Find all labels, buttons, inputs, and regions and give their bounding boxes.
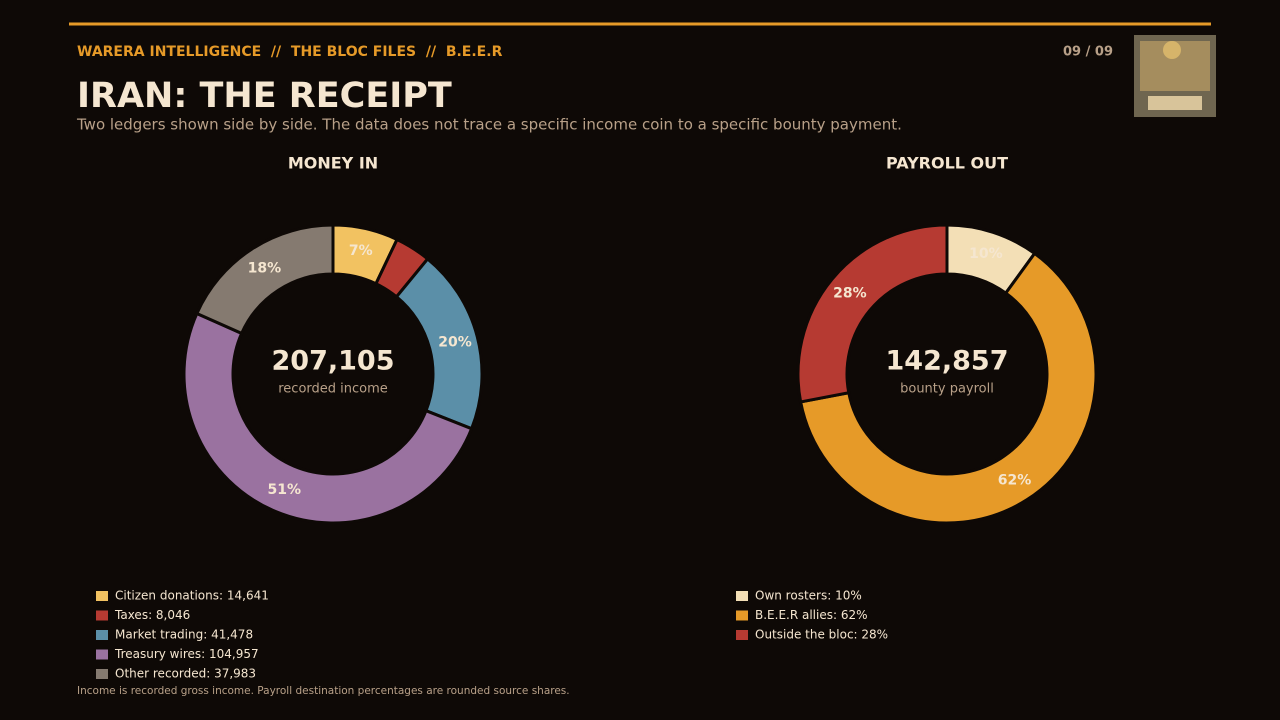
- center-value: 207,105: [272, 346, 395, 377]
- legend-swatch: [736, 591, 748, 601]
- footnote: Income is recorded gross income. Payroll…: [77, 685, 570, 697]
- legend-swatch: [96, 591, 108, 601]
- legend-label: Market trading: 41,478: [115, 628, 253, 642]
- legend-swatch: [736, 610, 748, 621]
- slice-label: 62%: [998, 472, 1032, 488]
- page-number: 09 / 09: [1063, 45, 1113, 60]
- donut-slice: [182, 311, 474, 525]
- donut-slice: [798, 251, 1098, 525]
- thumbnail-banner: [1148, 96, 1202, 110]
- center-value: 142,857: [886, 346, 1009, 377]
- legend-swatch: [736, 630, 748, 640]
- donut-slice: [796, 223, 949, 404]
- legend-label: Treasury wires: 104,957: [114, 647, 259, 661]
- top-rule: [69, 22, 1211, 26]
- chart-title: PAYROLL OUT: [886, 154, 1008, 173]
- chart-title: MONEY IN: [288, 154, 378, 173]
- legend-label: Own rosters: 10%: [755, 589, 862, 603]
- center-label: bounty payroll: [900, 382, 994, 397]
- subtitle: Two ledgers shown side by side. The data…: [76, 116, 902, 134]
- kicker: WARERA INTELLIGENCE // THE BLOC FILES //…: [77, 44, 503, 60]
- slice-label: 51%: [268, 482, 302, 498]
- legend-swatch: [96, 610, 108, 621]
- legend-swatch: [96, 669, 108, 679]
- slice-label: 10%: [969, 246, 1003, 262]
- legend-swatch: [96, 630, 108, 640]
- thumbnail: [1134, 35, 1216, 117]
- slice-label: 28%: [833, 286, 867, 302]
- thumbnail-emblem: [1163, 41, 1181, 59]
- slice-label: 18%: [248, 260, 282, 276]
- donut-slice: [194, 223, 335, 336]
- legend-swatch: [96, 649, 108, 660]
- legend-label: Citizen donations: 14,641: [115, 589, 269, 603]
- legend-label: Other recorded: 37,983: [115, 667, 256, 681]
- slice-label: 7%: [349, 243, 373, 259]
- legend-label: Outside the bloc: 28%: [755, 628, 888, 642]
- legend-label: B.E.E.R allies: 62%: [755, 608, 868, 622]
- legend-label: Taxes: 8,046: [114, 608, 190, 622]
- title: IRAN: THE RECEIPT: [77, 76, 452, 116]
- center-label: recorded income: [278, 382, 388, 397]
- slice-label: 20%: [438, 334, 472, 350]
